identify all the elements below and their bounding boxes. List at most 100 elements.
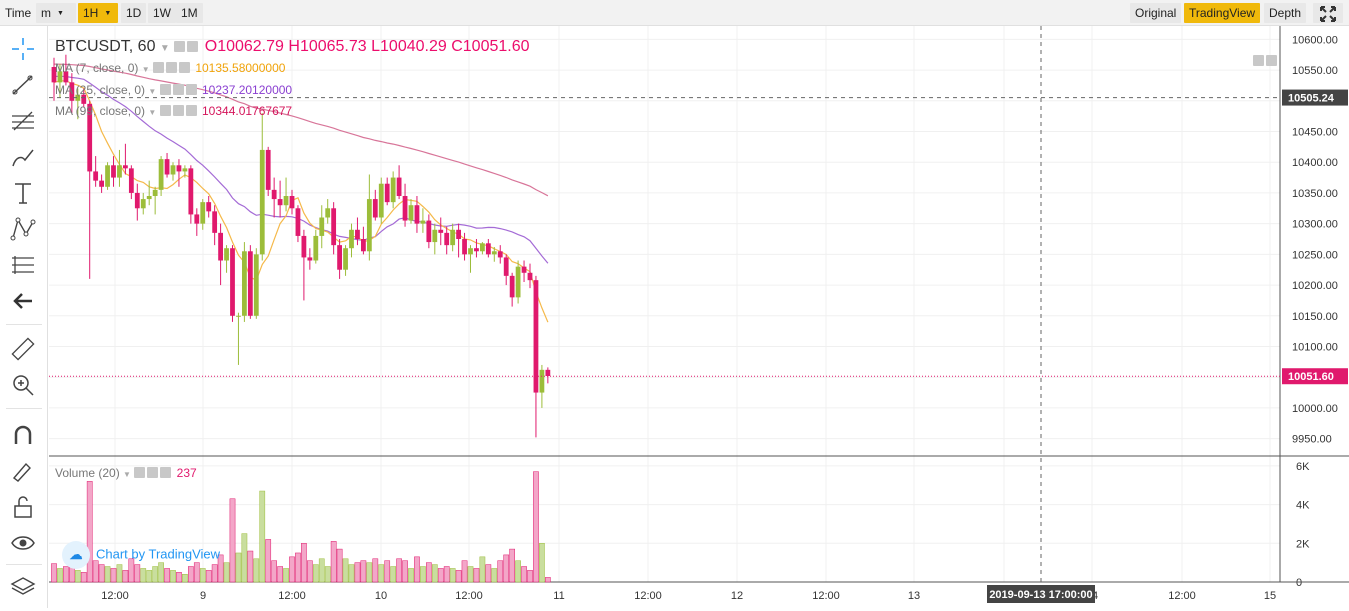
ma99-line [53,63,549,197]
lock-pencil-icon[interactable] [10,458,36,484]
candle-body [242,251,247,316]
pane-maximize-icon[interactable] [1266,55,1277,66]
price-chart[interactable]: 10600.0010550.0010500.0010450.0010400.00… [49,26,1349,608]
candle-body [378,183,384,218]
volume-value: 237 [176,466,197,480]
visibility-toggle-icon[interactable] [134,467,146,478]
volume-bar [420,566,426,583]
candle-body [450,229,456,246]
visibility-toggle-icon[interactable] [174,41,186,52]
candle-body [480,243,485,252]
candle-body [128,168,134,193]
toolbar-divider [6,408,42,409]
time-tick-label: 15 [1264,590,1276,602]
candle-body [277,199,283,206]
chevron-down-icon[interactable]: ▼ [159,43,170,54]
fib-icon[interactable] [10,108,36,134]
back-arrow-icon[interactable] [10,288,36,314]
volume-bar [51,563,57,583]
candle-body [539,369,545,393]
candle-body [438,229,444,233]
candle-body [432,229,438,243]
eye-icon[interactable] [10,530,36,556]
candle-body [509,275,515,298]
visibility-toggle-icon[interactable] [152,62,164,73]
settings-icon[interactable] [172,105,184,116]
candle-body [259,149,265,255]
candle-body [188,168,194,215]
close-icon[interactable] [185,84,197,95]
candle-body [117,165,122,178]
candle-body [355,229,360,239]
candle-body [325,208,331,218]
brush-icon[interactable] [10,144,36,170]
hour-interval-button[interactable]: 1H ▼ [78,3,118,23]
price-tick-label: 10400.00 [1292,157,1338,169]
candle-body [497,251,503,258]
settings-icon[interactable] [172,84,184,95]
fullscreen-icon[interactable] [1313,3,1343,23]
time-tick-label: 12:00 [455,590,483,602]
magnet-icon[interactable] [10,422,36,448]
settings-icon[interactable] [187,41,199,52]
volume-bar [336,548,343,583]
chart-area[interactable]: 10600.0010550.0010500.0010450.0010400.00… [49,26,1349,608]
month-interval-button[interactable]: 1M [176,3,203,23]
chevron-down-icon[interactable]: ▼ [148,87,157,96]
volume-bar [265,539,272,583]
visibility-toggle-icon[interactable] [159,84,171,95]
original-view-button[interactable]: Original [1130,3,1182,23]
tradingview-watermark[interactable]: ☁ Chart by TradingView [62,541,220,569]
open-label: O [204,38,218,55]
ruler-icon[interactable] [10,336,36,362]
volume-bar [193,562,200,583]
pane-up-icon[interactable] [1253,55,1264,66]
chevron-down-icon[interactable]: ▼ [148,108,157,117]
volume-bar [271,560,278,583]
text-icon[interactable] [10,180,36,206]
unlock-icon[interactable] [10,494,36,520]
volume-bar [277,566,283,583]
settings-icon[interactable] [165,62,177,73]
candle-body [402,196,408,221]
volume-bar [122,570,129,583]
close-icon[interactable] [185,105,197,116]
candle-body [408,205,414,221]
candle-body [265,149,271,190]
toolbar-divider [6,324,42,325]
measure-lines-icon[interactable] [10,252,36,278]
volume-bar [360,560,367,583]
crosshair-time-badge [987,585,1095,603]
symbol-name: BTCUSDT, 60 [55,38,156,55]
trend-line-icon[interactable] [10,72,36,98]
chevron-down-icon[interactable]: ▼ [141,65,150,74]
close-icon[interactable] [178,62,190,73]
settings-icon[interactable] [147,467,159,478]
minute-interval-dropdown[interactable]: m ▼ [36,3,76,23]
time-label: Time [5,6,32,20]
crosshair-icon[interactable] [10,36,36,62]
day-interval-button[interactable]: 1D [121,3,147,23]
volume-bar [366,562,373,583]
volume-bar [259,490,266,583]
pattern-icon[interactable] [10,216,36,242]
candle-body [87,103,93,172]
volume-bar [318,558,325,583]
volume-bar [253,558,260,583]
depth-button[interactable]: Depth [1264,3,1307,23]
chevron-down-icon[interactable]: ▼ [123,470,131,479]
visibility-toggle-icon[interactable] [159,105,171,116]
volume-bar [384,560,391,583]
tradingview-button[interactable]: TradingView [1184,3,1261,23]
time-tick-label: 12:00 [812,590,840,602]
zoom-in-icon[interactable] [10,372,36,398]
layers-icon[interactable] [10,574,36,600]
week-interval-button[interactable]: 1W [148,3,176,23]
close-icon[interactable] [160,467,172,478]
volume-bar [312,564,319,583]
candle-body [212,211,218,233]
crosshair-price-label: 10505.24 [1288,93,1335,105]
volume-bar [324,566,331,583]
candle-body [295,208,301,236]
volume-bar [515,560,521,583]
